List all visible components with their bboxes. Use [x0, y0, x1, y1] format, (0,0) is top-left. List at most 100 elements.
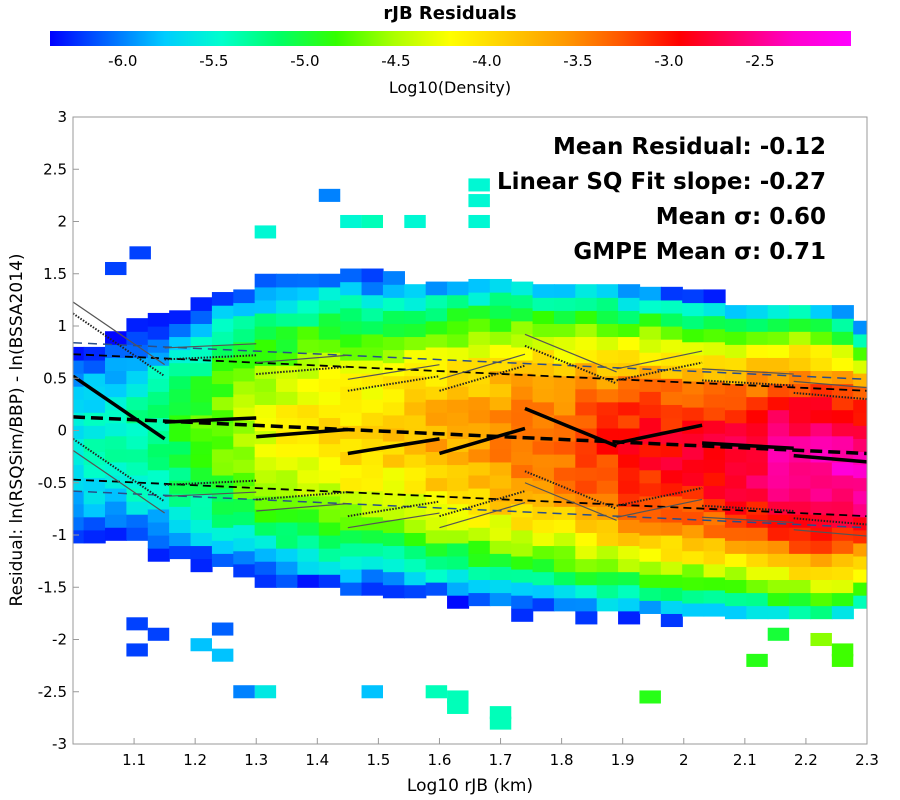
density-cell: [447, 307, 470, 322]
density-cell: [789, 566, 812, 581]
density-cell: [233, 446, 256, 460]
density-cell: [83, 464, 106, 479]
density-cell: [682, 459, 705, 473]
density-cell: [511, 346, 534, 361]
density-cell: [489, 344, 512, 358]
density-cell: [810, 396, 833, 411]
density-cell: [211, 514, 234, 528]
colorbar: [50, 31, 851, 46]
density-outlier-cell: [129, 246, 151, 260]
density-cell: [361, 333, 384, 348]
density-cell: [810, 527, 833, 541]
density-cell: [73, 425, 85, 439]
density-cell: [724, 305, 748, 319]
density-cell: [703, 563, 726, 578]
density-cell: [553, 401, 576, 416]
density-cell: [511, 503, 534, 518]
density-cell: [639, 417, 662, 432]
density-cell: [789, 514, 812, 528]
density-cell: [276, 548, 299, 562]
density-cell: [532, 519, 555, 533]
y-tick-label: 2: [57, 213, 67, 231]
density-cell: [596, 297, 619, 311]
density-cell: [789, 579, 812, 594]
density-cell: [404, 519, 427, 533]
density-cell: [511, 464, 534, 479]
density-cell: [703, 576, 726, 591]
bin-gmpe-upper-segment: [524, 333, 617, 373]
bin-sigma-upper-segment: [347, 375, 440, 392]
density-cell: [190, 532, 213, 547]
density-cell: [169, 519, 192, 533]
density-cell: [468, 501, 491, 515]
density-cell: [425, 555, 448, 570]
density-cell: [767, 318, 790, 332]
density-cell: [147, 469, 170, 484]
density-cell: [447, 281, 470, 296]
density-cell: [724, 370, 748, 385]
density-cell: [361, 359, 384, 374]
density-cell: [660, 378, 683, 392]
density-cell: [489, 474, 512, 489]
density-cell: [382, 349, 405, 364]
density-cell: [361, 464, 384, 479]
bin-sigma-upper-segment: [793, 391, 867, 401]
bin-gmpe-upper-segment: [347, 364, 440, 380]
density-cell: [297, 378, 320, 392]
density-cell: [596, 427, 619, 442]
density-cell: [425, 373, 448, 387]
density-cell: [575, 310, 598, 324]
density-cell: [126, 396, 149, 411]
density-cell: [404, 571, 427, 586]
density-cell: [724, 605, 748, 620]
density-cell: [276, 535, 299, 549]
density-cell: [639, 508, 662, 523]
density-cell: [532, 362, 555, 377]
density-cell: [190, 467, 213, 481]
density-cell: [254, 378, 277, 392]
density-cell: [724, 318, 748, 332]
density-cell: [340, 529, 363, 544]
density-cell: [789, 331, 812, 345]
density-cell: [404, 310, 427, 324]
gmpe-mean-sigma-text: GMPE Mean σ: 0.71: [573, 239, 826, 265]
density-cell: [810, 566, 833, 581]
density-cell: [553, 414, 576, 429]
density-cell: [447, 529, 470, 544]
density-cell: [703, 393, 726, 408]
density-cell: [169, 362, 192, 377]
density-cell: [553, 545, 576, 560]
density-cell: [639, 469, 662, 484]
density-cell: [789, 396, 812, 411]
density-outlier-cell: [340, 214, 362, 229]
density-cell: [682, 328, 705, 343]
density-cell: [147, 508, 170, 523]
density-cell: [297, 548, 320, 562]
density-cell: [169, 349, 192, 364]
density-cell: [276, 574, 299, 588]
density-cell: [340, 373, 363, 387]
density-cell: [468, 422, 491, 437]
density-outlier-cell: [447, 690, 469, 704]
density-cell: [724, 331, 748, 345]
density-cell: [660, 521, 683, 536]
bin-gmpe-upper-segment: [73, 301, 165, 366]
y-tick-label: 1: [57, 317, 67, 335]
density-cell: [831, 435, 854, 450]
density-cell: [660, 417, 683, 432]
density-cell: [254, 535, 277, 549]
density-cell: [810, 592, 833, 607]
density-cell: [703, 537, 726, 552]
stats-annotations: Mean Residual: -0.12 Linear SQ Fit slope…: [497, 134, 826, 265]
colorbar-tick-label: -6.0: [108, 52, 137, 70]
density-outlier-cell: [831, 653, 854, 667]
density-cell: [767, 305, 790, 319]
density-cell: [190, 375, 213, 390]
density-cell: [575, 545, 598, 560]
density-cell: [746, 566, 769, 581]
density-cell: [703, 459, 726, 473]
density-cell: [105, 357, 128, 372]
density-cell: [532, 284, 555, 298]
linear-fit-line: [73, 415, 867, 456]
density-cell: [404, 493, 427, 507]
